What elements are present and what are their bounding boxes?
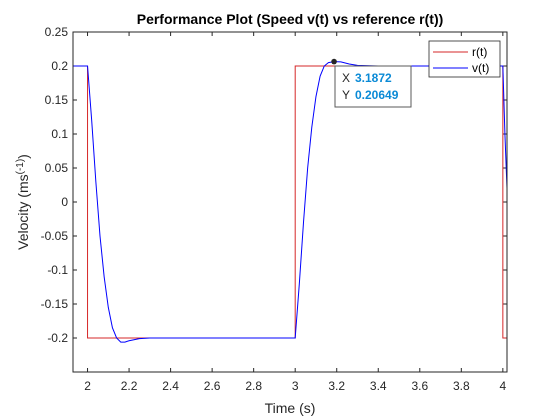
y-tick-label: 0.2 (51, 59, 68, 73)
x-tick-label: 3 (292, 379, 299, 393)
y-axis-label-main: Velocity (ms (15, 174, 31, 249)
data-tip-x-value: 3.1872 (355, 71, 392, 85)
data-tip-y-label: Y (342, 88, 350, 102)
x-tick-label: 2.6 (204, 379, 221, 393)
y-axis-label-superscript: (-1) (15, 159, 26, 175)
y-tick-label: 0.15 (45, 93, 69, 107)
x-tick-label: 4 (500, 379, 507, 393)
data-tip[interactable]: X 3.1872 Y 0.20649 (331, 58, 412, 108)
x-tick-label: 2 (84, 379, 91, 393)
y-axis-ticks: -0.2 -0.15 -0.1 -0.05 0 0.05 0.1 0.15 0.2 0.25 (41, 25, 507, 345)
axes-box (72, 31, 508, 373)
y-tick-label: -0.05 (41, 229, 69, 243)
x-axis-label: Time (s) (265, 400, 316, 416)
data-tip-box (334, 65, 412, 108)
y-tick-label: 0.1 (51, 127, 68, 141)
legend[interactable]: r(t) v(t) (428, 40, 501, 78)
x-tick-label: 3.8 (453, 379, 470, 393)
y-tick-label: -0.1 (47, 263, 68, 277)
y-tick-label: 0.05 (45, 161, 69, 175)
x-tick-label: 3.2 (328, 379, 345, 393)
legend-label-r: r(t) (472, 45, 487, 59)
chart-title: Performance Plot (Speed v(t) vs referenc… (137, 11, 444, 27)
y-tick-label: 0.25 (45, 25, 69, 39)
y-tick-label: 0 (61, 195, 68, 209)
x-tick-label: 2.4 (162, 379, 179, 393)
y-axis-label: Velocity (ms(-1)) (15, 154, 31, 250)
plot-area (73, 61, 507, 343)
y-tick-label: -0.15 (41, 297, 69, 311)
x-tick-label: 2.2 (121, 379, 138, 393)
x-tick-label: 2.8 (245, 379, 262, 393)
series-line-r (73, 65, 507, 339)
legend-box (428, 40, 501, 78)
legend-label-v: v(t) (472, 61, 489, 75)
x-axis-ticks: 2 2.2 2.4 2.6 2.8 3 3.2 3.4 3.6 3.8 4 (84, 32, 507, 393)
y-axis-label-end: ) (15, 154, 31, 159)
y-tick-label: -0.2 (47, 331, 68, 345)
data-tip-marker[interactable] (331, 58, 337, 65)
x-tick-label: 3.6 (411, 379, 428, 393)
x-tick-label: 3.4 (370, 379, 387, 393)
data-tip-y-value: 0.20649 (355, 88, 399, 102)
data-tip-x-label: X (342, 71, 350, 85)
series-line-v (73, 61, 507, 343)
